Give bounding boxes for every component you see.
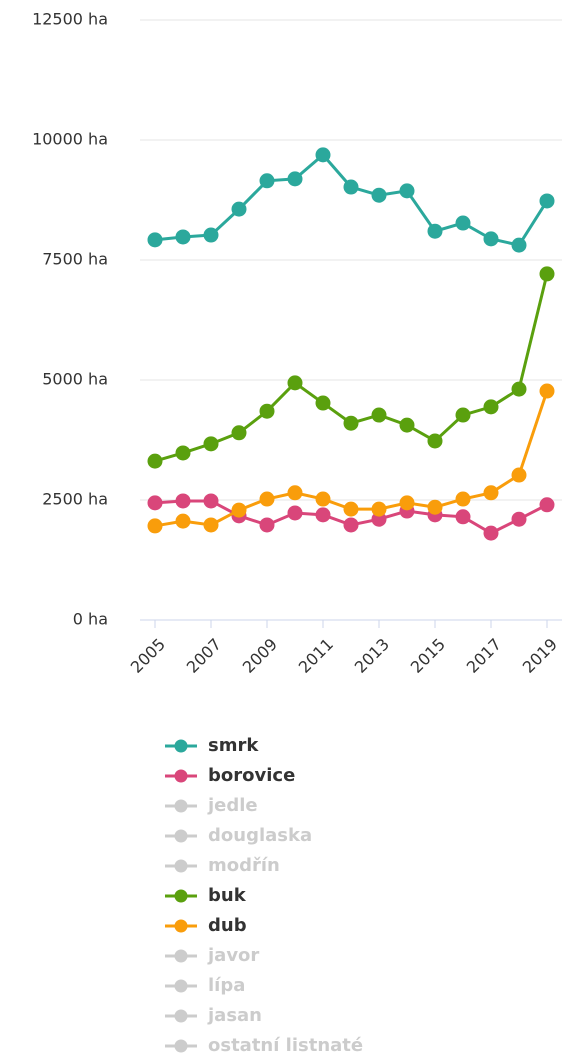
data-point xyxy=(287,375,303,391)
data-point xyxy=(147,232,163,248)
legend-symbol xyxy=(174,919,188,933)
legend-symbol xyxy=(174,949,188,963)
x-tick-label: 2017 xyxy=(463,635,505,677)
data-point xyxy=(399,417,415,433)
x-tick-label: 2007 xyxy=(183,635,225,677)
legend-symbol xyxy=(174,1039,188,1053)
x-tick-label: 2009 xyxy=(239,635,281,677)
legend-symbol xyxy=(174,979,188,993)
legend-symbol xyxy=(174,889,188,903)
data-point xyxy=(259,491,275,507)
x-tick-label: 2005 xyxy=(127,635,169,677)
x-tick-label: 2011 xyxy=(295,635,337,677)
legend-symbol xyxy=(174,799,188,813)
data-point xyxy=(147,495,163,511)
data-point xyxy=(455,407,471,423)
data-point xyxy=(231,201,247,217)
legend-symbol xyxy=(174,829,188,843)
y-tick-label: 2500 ha xyxy=(42,490,108,509)
data-point xyxy=(511,237,527,253)
data-point xyxy=(287,171,303,187)
data-point xyxy=(259,173,275,189)
data-point xyxy=(539,383,555,399)
data-point xyxy=(203,493,219,509)
data-point xyxy=(203,436,219,452)
data-point xyxy=(483,485,499,501)
data-point xyxy=(203,227,219,243)
data-point xyxy=(343,517,359,533)
x-tick-label: 2019 xyxy=(519,635,561,677)
data-point xyxy=(175,513,191,529)
data-point xyxy=(203,517,219,533)
data-point xyxy=(455,509,471,525)
data-point xyxy=(231,425,247,441)
legend-item[interactable]: jasan xyxy=(207,1005,262,1026)
data-point xyxy=(399,183,415,199)
data-point xyxy=(399,495,415,511)
data-point xyxy=(539,497,555,513)
data-point xyxy=(259,403,275,419)
data-point xyxy=(371,407,387,423)
legend-item[interactable]: douglaska xyxy=(208,825,312,846)
data-point xyxy=(511,467,527,483)
y-tick-label: 12500 ha xyxy=(32,10,108,29)
data-point xyxy=(427,433,443,449)
data-point xyxy=(343,501,359,517)
y-tick-label: 5000 ha xyxy=(42,370,108,389)
data-point xyxy=(455,215,471,231)
data-point xyxy=(483,525,499,541)
data-point xyxy=(175,229,191,245)
data-point xyxy=(147,518,163,534)
data-point xyxy=(371,187,387,203)
data-point xyxy=(511,511,527,527)
legend-item[interactable]: dub xyxy=(208,915,247,936)
legend-item[interactable]: modřín xyxy=(208,855,280,876)
data-point xyxy=(539,266,555,282)
y-tick-label: 7500 ha xyxy=(42,250,108,269)
data-point xyxy=(315,507,331,523)
x-tick-label: 2013 xyxy=(351,635,393,677)
data-point xyxy=(343,415,359,431)
series-line xyxy=(154,273,549,463)
data-point xyxy=(147,453,163,469)
data-point xyxy=(539,193,555,209)
data-point xyxy=(343,179,359,195)
legend-item[interactable]: ostatní listnaté xyxy=(208,1035,363,1056)
data-point xyxy=(483,399,499,415)
data-point xyxy=(315,491,331,507)
data-point xyxy=(287,485,303,501)
legend-item[interactable]: jedle xyxy=(207,795,258,816)
legend-item[interactable]: buk xyxy=(208,885,247,906)
data-point xyxy=(231,502,247,518)
data-point xyxy=(427,499,443,515)
data-point xyxy=(175,493,191,509)
legend-symbol xyxy=(174,769,188,783)
y-tick-label: 10000 ha xyxy=(32,130,108,149)
data-point xyxy=(287,505,303,521)
legend-symbol xyxy=(174,739,188,753)
data-point xyxy=(259,517,275,533)
legend-symbol xyxy=(174,859,188,873)
data-point xyxy=(455,491,471,507)
y-tick-label: 0 ha xyxy=(73,610,108,629)
data-point xyxy=(315,395,331,411)
x-tick-label: 2015 xyxy=(407,635,449,677)
legend-item[interactable]: smrk xyxy=(208,735,259,756)
legend-item[interactable]: borovice xyxy=(208,765,295,786)
data-point xyxy=(371,501,387,517)
data-point xyxy=(511,381,527,397)
data-point xyxy=(427,223,443,239)
legend-symbol xyxy=(174,1009,188,1023)
data-point xyxy=(483,231,499,247)
data-point xyxy=(175,445,191,461)
legend-item[interactable]: javor xyxy=(207,945,259,966)
data-point xyxy=(315,147,331,163)
legend-item[interactable]: lípa xyxy=(208,975,245,996)
